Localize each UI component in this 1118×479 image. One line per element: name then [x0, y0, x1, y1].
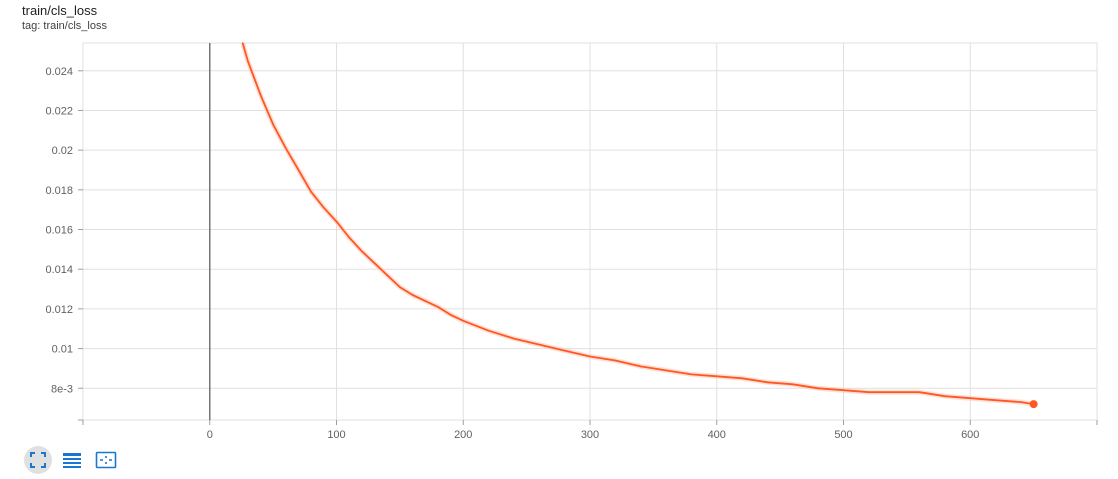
- chart-toolbar: [24, 446, 120, 474]
- series-point: [1020, 401, 1022, 403]
- series-point: [994, 399, 997, 401]
- data-table-button[interactable]: [58, 446, 86, 474]
- toggle-log-scale-icon: [95, 451, 117, 469]
- series-point: [538, 343, 541, 346]
- chart-title: train/cls_loss: [22, 3, 98, 18]
- x-tick-label: 400: [708, 429, 726, 440]
- x-tick-label: 300: [581, 429, 599, 440]
- series-point: [868, 391, 870, 394]
- y-tick-label: 0.016: [45, 225, 73, 237]
- x-tick-label: 600: [961, 429, 979, 440]
- series-point: [297, 169, 300, 171]
- series-point: [462, 319, 465, 322]
- x-tick-label: 200: [454, 429, 472, 440]
- series-point: [969, 397, 972, 399]
- series-point: [373, 262, 376, 265]
- fit-domain-button[interactable]: [24, 446, 52, 474]
- fit-domain-icon: [30, 452, 46, 468]
- series-point: [918, 391, 921, 394]
- series-end-marker: [1029, 400, 1038, 409]
- toggle-log-scale-button[interactable]: [92, 446, 120, 474]
- y-tick-label: 0.01: [52, 344, 73, 356]
- series-line: [241, 42, 1034, 405]
- series-point: [449, 314, 452, 316]
- series-point: [842, 389, 845, 392]
- series-point: [310, 191, 312, 193]
- series-point: [944, 395, 946, 397]
- series-point: [399, 286, 401, 288]
- loss-line-chart[interactable]: 8e-3 0.01 0.012 0.014 0.016 0.018 0.02 0.022 0.0…: [0, 0, 1118, 440]
- x-tick-label: 500: [834, 429, 852, 440]
- y-tick-label: 8e-3: [51, 383, 73, 395]
- y-tick-label: 0.012: [45, 304, 73, 316]
- series-point: [246, 60, 249, 62]
- series-point: [513, 337, 515, 340]
- series-point: [361, 250, 363, 253]
- y-tick-label: 0.02: [52, 145, 73, 157]
- x-tick-label: 0: [207, 429, 213, 440]
- series-point: [411, 294, 414, 296]
- series-point: [437, 306, 439, 308]
- series-point: [766, 381, 769, 384]
- chart-tag: tag: train/cls_loss: [22, 20, 107, 32]
- y-tick-label: 0.018: [45, 185, 73, 197]
- series-point: [285, 147, 287, 149]
- series-point: [614, 359, 617, 362]
- series-point: [272, 123, 274, 126]
- series-point: [817, 387, 819, 390]
- data-table-icon: [63, 453, 81, 468]
- series-raw-band: [240, 42, 1034, 407]
- x-tick-label: 100: [327, 429, 345, 440]
- y-tick-label: 0.014: [45, 264, 73, 276]
- series-point: [386, 274, 389, 276]
- series-point: [563, 349, 566, 352]
- series-point: [424, 300, 427, 302]
- series-point: [792, 383, 794, 386]
- series-point: [348, 236, 350, 239]
- series-point: [893, 391, 895, 394]
- y-tick-label: 0.022: [45, 105, 73, 117]
- series-point: [639, 365, 642, 368]
- series-point: [487, 329, 490, 332]
- series-point: [665, 369, 667, 372]
- series-point: [715, 375, 718, 378]
- series-point: [335, 220, 338, 223]
- y-tick-label: 0.024: [45, 66, 73, 78]
- series-point: [259, 93, 262, 96]
- series-point: [690, 373, 693, 376]
- series-point: [589, 355, 591, 358]
- series-point: [741, 377, 743, 380]
- series-point: [323, 206, 325, 209]
- series-point: [241, 42, 244, 44]
